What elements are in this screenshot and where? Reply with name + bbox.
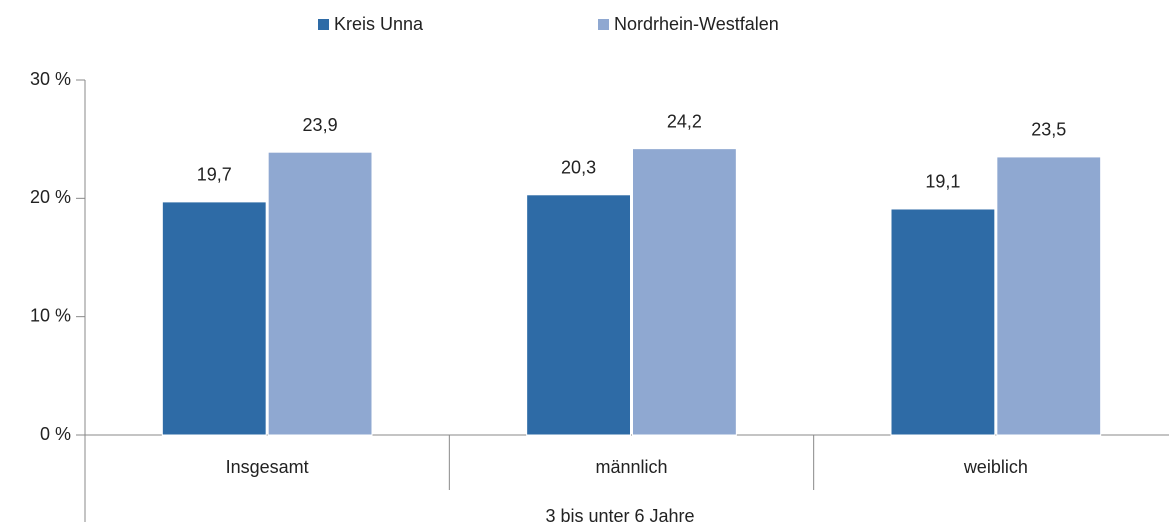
legend-swatch xyxy=(318,19,329,30)
data-label: 23,9 xyxy=(303,115,338,135)
data-label: 20,3 xyxy=(561,158,596,178)
y-tick-label: 30 % xyxy=(30,69,71,89)
y-tick-label: 10 % xyxy=(30,305,71,325)
y-tick-label: 0 % xyxy=(40,424,71,444)
legend-label: Nordrhein-Westfalen xyxy=(614,14,779,34)
x-tick-label: männlich xyxy=(595,457,667,477)
bar xyxy=(632,148,737,436)
legend-label: Kreis Unna xyxy=(334,14,424,34)
x-tick-label: Insgesamt xyxy=(226,457,309,477)
bar xyxy=(890,208,996,436)
bar xyxy=(161,201,267,436)
bar xyxy=(526,194,631,436)
bar xyxy=(267,151,373,436)
bar xyxy=(996,156,1102,436)
data-label: 24,2 xyxy=(667,111,702,131)
legend-swatch xyxy=(598,19,609,30)
group-label: 3 bis unter 6 Jahre xyxy=(545,506,694,526)
data-label: 23,5 xyxy=(1031,120,1066,140)
data-label: 19,1 xyxy=(925,172,960,192)
y-tick-label: 20 % xyxy=(30,187,71,207)
x-tick-label: weiblich xyxy=(963,457,1028,477)
data-label: 19,7 xyxy=(197,165,232,185)
